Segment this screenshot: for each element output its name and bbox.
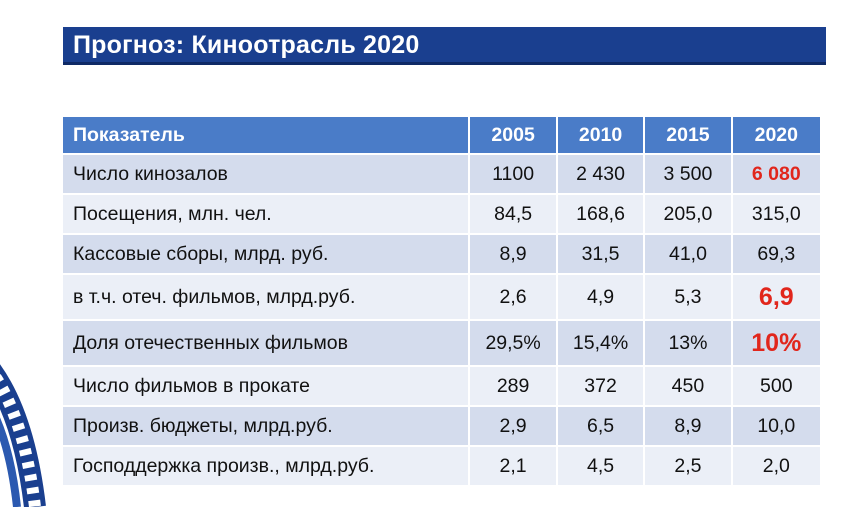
cell-value: 2 430: [557, 153, 646, 193]
cell-value: 15,4%: [557, 319, 646, 365]
table-row: Господдержка произв., млрд.руб. 2,1 4,5 …: [63, 445, 820, 485]
cell-value: 2,5: [645, 445, 733, 485]
header-year: 2005: [470, 117, 558, 153]
cell-value: 31,5: [557, 233, 646, 273]
cell-value: 2,9: [470, 405, 558, 445]
highlight-value: 10%: [751, 328, 802, 357]
row-label: Доля отечественных фильмов: [63, 319, 471, 365]
cell-value: 13%: [645, 319, 733, 365]
cell-value: 2,0: [732, 445, 820, 485]
cell-value: 4,5: [557, 445, 646, 485]
table-row: Кассовые сборы, млрд. руб. 8,9 31,5 41,0…: [63, 233, 820, 273]
row-label: Посещения, млн. чел.: [63, 193, 471, 233]
header-year: 2010: [557, 117, 646, 153]
cell-value: 29,5%: [470, 319, 558, 365]
cell-value-highlight: 6,9: [732, 273, 820, 319]
forecast-table: Показатель 2005 2010 2015 2020 Число кин…: [63, 117, 820, 485]
cell-value: 3 500: [645, 153, 733, 193]
cell-value: 500: [732, 365, 820, 405]
row-label: в т.ч. отеч. фильмов, млрд.руб.: [63, 273, 471, 319]
row-label: Число кинозалов: [63, 153, 471, 193]
cell-value: 1100: [470, 153, 558, 193]
cell-value: 450: [645, 365, 733, 405]
page-title: Прогноз: Киноотрасль 2020: [73, 31, 420, 59]
cell-value: 289: [470, 365, 558, 405]
film-reel-icon: [0, 364, 46, 507]
table-row: Доля отечественных фильмов 29,5% 15,4% 1…: [63, 319, 820, 365]
cell-value: 315,0: [732, 193, 820, 233]
cell-value-highlight: 10%: [732, 319, 820, 365]
row-label: Произв. бюджеты, млрд.руб.: [63, 405, 471, 445]
table-row: Число кинозалов 1100 2 430 3 500 6 080: [63, 153, 820, 193]
row-label: Господдержка произв., млрд.руб.: [63, 445, 471, 485]
cell-value: 8,9: [470, 233, 558, 273]
cell-value: 10,0: [732, 405, 820, 445]
table-header-row: Показатель 2005 2010 2015 2020: [63, 117, 820, 153]
cell-value: 372: [557, 365, 646, 405]
table-row: Посещения, млн. чел. 84,5 168,6 205,0 31…: [63, 193, 820, 233]
cell-value: 6,5: [557, 405, 646, 445]
cell-value: 2,1: [470, 445, 558, 485]
table-row: Число фильмов в прокате 289 372 450 500: [63, 365, 820, 405]
header-year: 2020: [732, 117, 820, 153]
cell-value: 168,6: [557, 193, 646, 233]
highlight-value: 6 080: [751, 162, 801, 185]
header-year: 2015: [645, 117, 733, 153]
cell-value: 4,9: [557, 273, 646, 319]
cell-value: 41,0: [645, 233, 733, 273]
cell-value: 84,5: [470, 193, 558, 233]
cell-value: 2,6: [470, 273, 558, 319]
cell-value: 205,0: [645, 193, 733, 233]
cell-value: 69,3: [732, 233, 820, 273]
cell-value: 5,3: [645, 273, 733, 319]
row-label: Число фильмов в прокате: [63, 365, 471, 405]
cell-value-highlight: 6 080: [732, 153, 820, 193]
row-label: Кассовые сборы, млрд. руб.: [63, 233, 471, 273]
table-row: Произв. бюджеты, млрд.руб. 2,9 6,5 8,9 1…: [63, 405, 820, 445]
header-indicator: Показатель: [63, 117, 471, 153]
highlight-value: 6,9: [758, 282, 794, 311]
title-bar: Прогноз: Киноотрасль 2020: [63, 27, 826, 65]
cell-value: 8,9: [645, 405, 733, 445]
table-row: в т.ч. отеч. фильмов, млрд.руб. 2,6 4,9 …: [63, 273, 820, 319]
